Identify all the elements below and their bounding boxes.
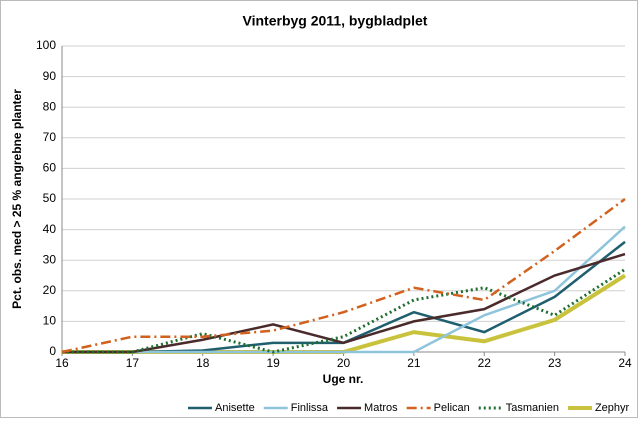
y-tick-label: 100 [36, 38, 56, 52]
legend-label: Matros [364, 402, 398, 414]
y-tick-label: 10 [43, 314, 57, 328]
series-line [62, 252, 626, 354]
legend-label: Pelican [434, 402, 470, 414]
y-tick-label: 60 [43, 161, 57, 175]
x-tick-label: 18 [196, 356, 210, 370]
x-tick-label: 22 [478, 356, 492, 370]
y-tick-label: 70 [43, 130, 57, 144]
legend-label: Anisette [215, 402, 255, 414]
series-line [62, 225, 626, 354]
y-axis-label: Pct. obs. med > 25 % angrebne planter [10, 89, 24, 309]
series-line [61, 197, 626, 354]
y-tick-label: 50 [43, 191, 57, 205]
x-tick-label: 20 [337, 356, 351, 370]
legend-label: Finlissa [291, 402, 329, 414]
y-tick-label: 0 [49, 344, 56, 358]
y-tick-label: 90 [43, 69, 57, 83]
x-tick-label: 24 [618, 356, 632, 370]
x-tick-label: 19 [266, 356, 280, 370]
legend-label: Zephyr [595, 402, 630, 414]
x-tick-label: 23 [548, 356, 562, 370]
chart-title: Vinterbyg 2011, bygbladplet [243, 13, 428, 29]
y-tick-label: 20 [43, 283, 57, 297]
y-tick-label: 80 [43, 99, 57, 113]
y-tick-label: 30 [43, 252, 57, 266]
x-tick-label: 17 [126, 356, 140, 370]
y-tick-label: 40 [43, 222, 57, 236]
x-tick-label: 16 [55, 356, 69, 370]
x-axis-label: Uge nr. [323, 372, 364, 386]
legend-label: Tasmanien [506, 402, 559, 414]
x-tick-label: 21 [407, 356, 421, 370]
